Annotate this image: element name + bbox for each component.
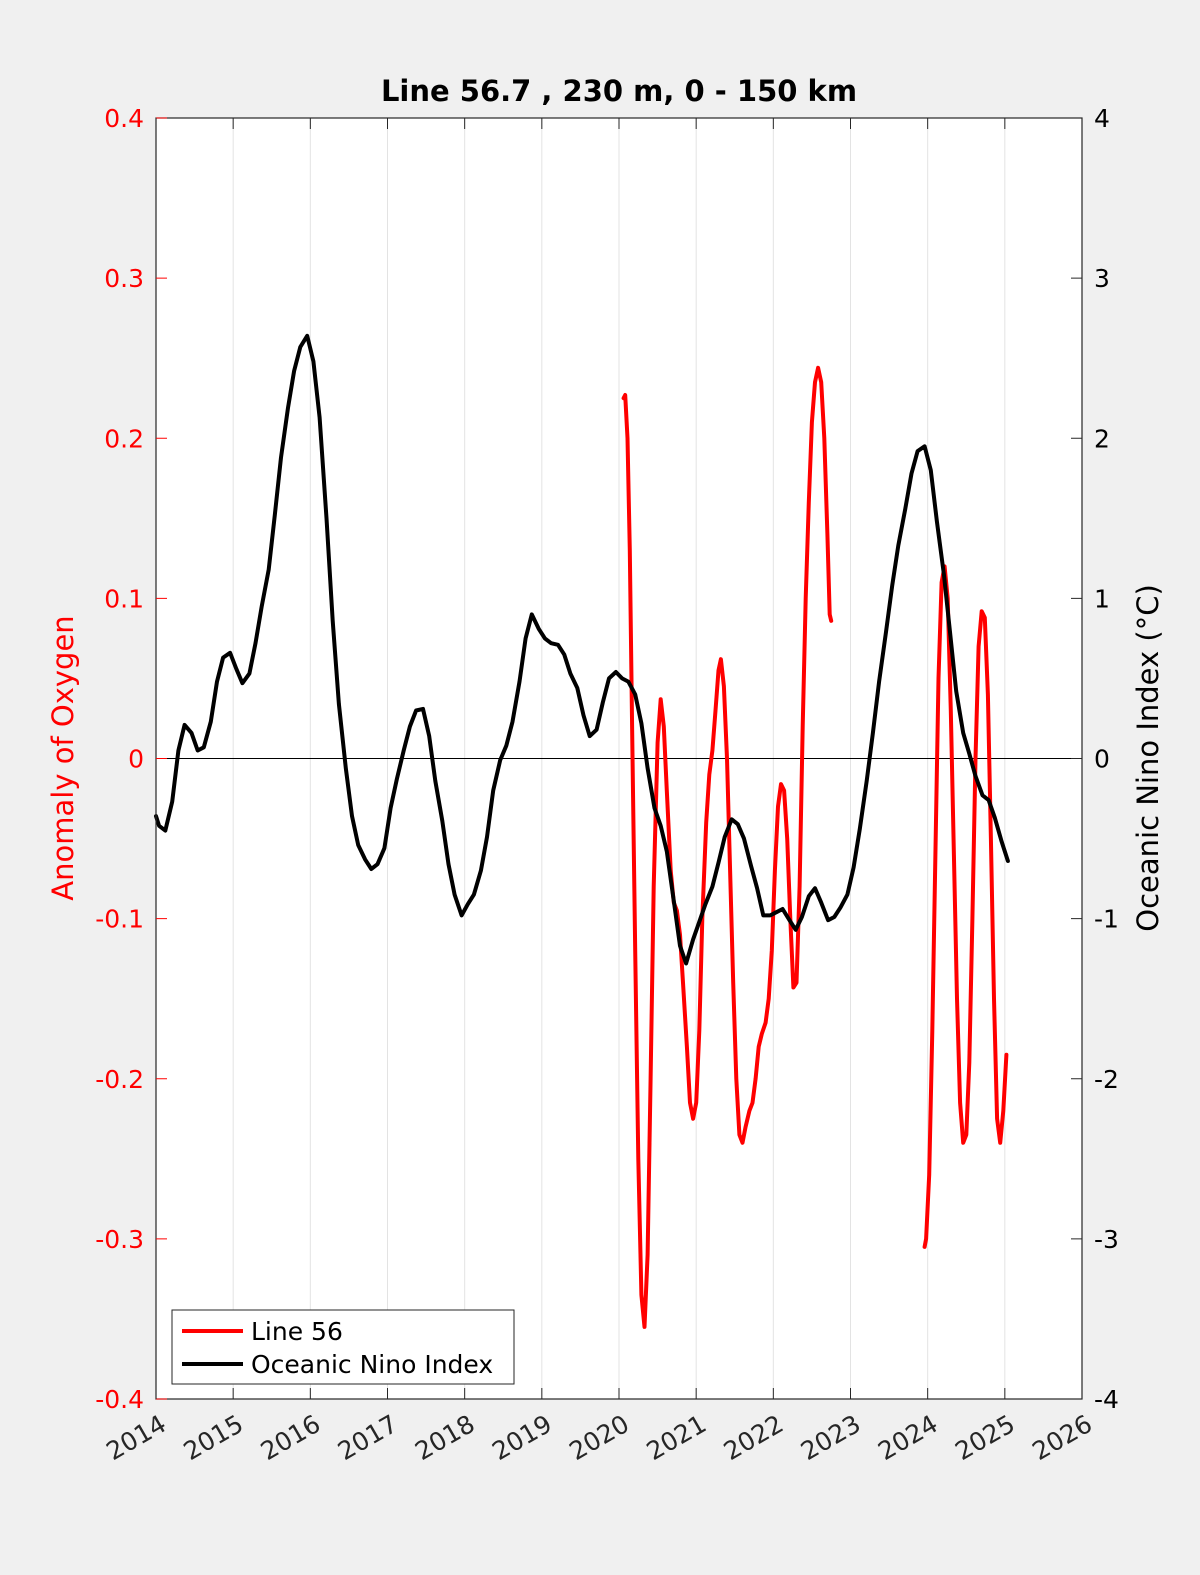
left-tick-label-0.3: 0.3 bbox=[104, 264, 144, 293]
legend-label-line-56: Line 56 bbox=[251, 1317, 343, 1346]
left-tick-label--0.2: -0.2 bbox=[95, 1065, 144, 1094]
right-tick-label-0: 0 bbox=[1094, 745, 1110, 774]
right-tick-label--1: -1 bbox=[1094, 905, 1119, 934]
series-line-56-segment-1 bbox=[621, 365, 834, 1329]
right-tick-label-2: 2 bbox=[1094, 424, 1110, 453]
left-tick-label-0.4: 0.4 bbox=[104, 104, 144, 133]
legend-box bbox=[171, 1309, 515, 1385]
right-tick-label-1: 1 bbox=[1094, 584, 1110, 613]
right-axis-label: Oceanic Nino Index (°C) bbox=[1131, 584, 1165, 932]
left-tick-label--0.1: -0.1 bbox=[95, 905, 144, 934]
legend-label-oni: Oceanic Nino Index bbox=[251, 1350, 493, 1379]
right-tick-label-4: 4 bbox=[1094, 104, 1110, 133]
series-line-56-segment-2 bbox=[922, 564, 1009, 1249]
left-tick-label-0.1: 0.1 bbox=[104, 584, 144, 613]
right-tick-label--2: -2 bbox=[1094, 1065, 1119, 1094]
right-axis-ticks: -4 -3 -2 -1 0 1 2 3 4 bbox=[1071, 104, 1119, 1414]
chart-title: Line 56.7 , 230 m, 0 - 150 km bbox=[381, 74, 857, 108]
right-tick-label-3: 3 bbox=[1094, 264, 1110, 293]
right-tick-label--4: -4 bbox=[1094, 1385, 1119, 1414]
left-tick-label-0: 0 bbox=[128, 745, 144, 774]
series-layer bbox=[154, 333, 1010, 1329]
legend: Line 56 Oceanic Nino Index bbox=[171, 1309, 515, 1385]
right-tick-label--3: -3 bbox=[1094, 1225, 1119, 1254]
left-axis-ticks: -0.4 -0.3 -0.2 -0.1 0 0.1 0.2 0.3 0.4 bbox=[95, 104, 167, 1414]
left-axis-label: Anomaly of Oxygen bbox=[46, 615, 80, 900]
left-tick-label--0.4: -0.4 bbox=[95, 1385, 144, 1414]
left-tick-label--0.3: -0.3 bbox=[95, 1225, 144, 1254]
left-tick-label-0.2: 0.2 bbox=[104, 424, 144, 453]
series-oceanic-nino-index bbox=[154, 333, 1010, 966]
